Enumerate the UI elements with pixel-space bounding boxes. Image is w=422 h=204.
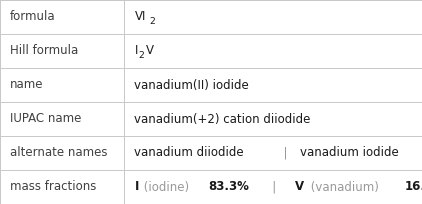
Text: V: V (295, 181, 304, 194)
Text: 2: 2 (149, 17, 155, 26)
Text: Hill formula: Hill formula (10, 44, 78, 58)
Text: IUPAC name: IUPAC name (10, 112, 81, 125)
Text: 83.3%: 83.3% (208, 181, 249, 194)
Text: I: I (135, 44, 138, 58)
Text: 2: 2 (139, 51, 145, 60)
Text: formula: formula (10, 10, 56, 23)
Text: alternate names: alternate names (10, 146, 108, 160)
Text: VI: VI (135, 10, 146, 23)
Text: vanadium iodide: vanadium iodide (300, 146, 399, 160)
Text: vanadium diiodide: vanadium diiodide (135, 146, 244, 160)
Text: (vanadium): (vanadium) (307, 181, 383, 194)
Text: (iodine): (iodine) (140, 181, 193, 194)
Text: name: name (10, 79, 43, 92)
Text: V: V (146, 44, 154, 58)
Text: vanadium(II) iodide: vanadium(II) iodide (135, 79, 249, 92)
Text: mass fractions: mass fractions (10, 181, 96, 194)
Text: 16.7%: 16.7% (405, 181, 422, 194)
Text: I: I (135, 181, 139, 194)
Text: vanadium(+2) cation diiodide: vanadium(+2) cation diiodide (135, 112, 311, 125)
Text: |: | (276, 146, 295, 160)
Text: |: | (261, 181, 287, 194)
